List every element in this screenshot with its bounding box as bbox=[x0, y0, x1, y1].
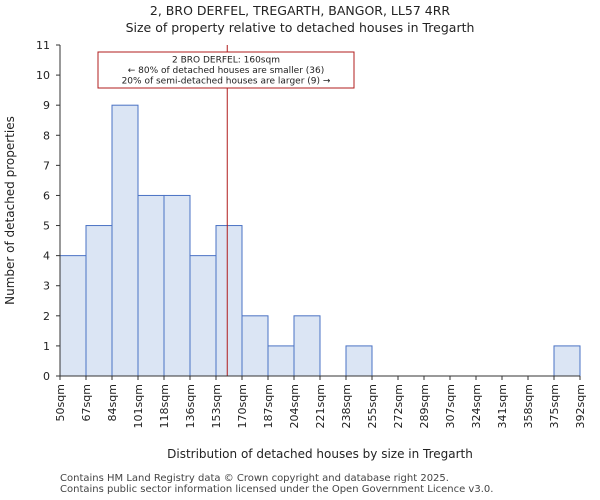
x-tick-label: 272sqm bbox=[392, 384, 405, 428]
axes-group bbox=[56, 44, 581, 380]
annotation-box bbox=[97, 51, 355, 89]
footer-credit-1: Contains HM Land Registry data © Crown c… bbox=[60, 473, 449, 484]
x-tick-label: 221sqm bbox=[314, 384, 327, 428]
histogram-bar bbox=[241, 315, 269, 377]
histogram-bar bbox=[553, 345, 581, 377]
x-tick-label: 204sqm bbox=[288, 384, 301, 428]
x-axis-title: Distribution of detached houses by size … bbox=[167, 447, 473, 461]
annotation-line: 2 BRO DERFEL: 160sqm bbox=[172, 56, 280, 66]
y-tick-label: 8 bbox=[43, 129, 50, 142]
histogram-bar bbox=[345, 345, 373, 377]
x-tick-label: 307sqm bbox=[444, 384, 457, 428]
x-tick-label: 101sqm bbox=[132, 384, 145, 428]
annotation-line: 20% of semi-detached houses are larger (… bbox=[122, 77, 331, 87]
x-tick-label: 67sqm bbox=[80, 384, 93, 421]
y-tick-label: 1 bbox=[43, 340, 50, 353]
y-tick-label: 7 bbox=[43, 159, 50, 172]
annotation-line: ← 80% of detached houses are smaller (36… bbox=[128, 66, 325, 76]
x-tick-label: 341sqm bbox=[496, 384, 509, 428]
x-tick-label: 358sqm bbox=[522, 384, 535, 428]
histogram-bar bbox=[293, 315, 321, 377]
histogram-bar bbox=[111, 104, 139, 377]
y-tick-label: 2 bbox=[43, 310, 50, 323]
axis-labels-group: 0 1 2 3 4 5 6 7 8 9 10 11 50sqm 67sqm 84sqm 101sqm 118sq… bbox=[3, 39, 587, 461]
y-tick-label: 6 bbox=[43, 189, 50, 202]
histogram-bar bbox=[85, 225, 113, 377]
x-tick-label: 136sqm bbox=[184, 384, 197, 428]
x-tick-label: 289sqm bbox=[418, 384, 431, 428]
chart-subtitle: Size of property relative to detached ho… bbox=[125, 20, 475, 35]
y-tick-label: 10 bbox=[36, 69, 50, 82]
x-tick-label: 50sqm bbox=[54, 384, 67, 421]
histogram-bar bbox=[267, 345, 295, 377]
chart-title: 2, BRO DERFEL, TREGARTH, BANGOR, LL57 4R… bbox=[149, 3, 451, 18]
x-tick-label: 84sqm bbox=[106, 384, 119, 421]
x-tick-label: 255sqm bbox=[366, 384, 379, 428]
footer-credit-2: Contains public sector information licen… bbox=[60, 484, 494, 495]
x-tick-label: 187sqm bbox=[262, 384, 275, 428]
y-axis-title: Number of detached properties bbox=[3, 116, 17, 305]
y-tick-label: 9 bbox=[43, 99, 50, 112]
histogram-bar bbox=[137, 194, 165, 377]
y-tick-label: 11 bbox=[36, 39, 50, 52]
y-tick-label: 5 bbox=[43, 220, 50, 233]
x-tick-label: 324sqm bbox=[470, 384, 483, 428]
histogram-bar bbox=[163, 194, 191, 377]
marker-group: 2 BRO DERFEL: 160sqm← 80% of detached ho… bbox=[97, 45, 355, 376]
y-tick-label: 4 bbox=[43, 250, 50, 263]
histogram-bar bbox=[215, 225, 243, 377]
bars-group bbox=[59, 104, 581, 377]
x-tick-label: 153sqm bbox=[210, 384, 223, 428]
x-tick-label: 238sqm bbox=[340, 384, 353, 428]
x-tick-label: 170sqm bbox=[236, 384, 249, 428]
x-tick-label: 375sqm bbox=[548, 384, 561, 428]
x-tick-label: 392sqm bbox=[574, 384, 587, 428]
histogram-bar bbox=[59, 255, 87, 377]
x-tick-label: 118sqm bbox=[158, 384, 171, 428]
y-tick-label: 3 bbox=[43, 280, 50, 293]
y-tick-label: 0 bbox=[43, 370, 50, 383]
histogram-bar bbox=[189, 255, 217, 377]
